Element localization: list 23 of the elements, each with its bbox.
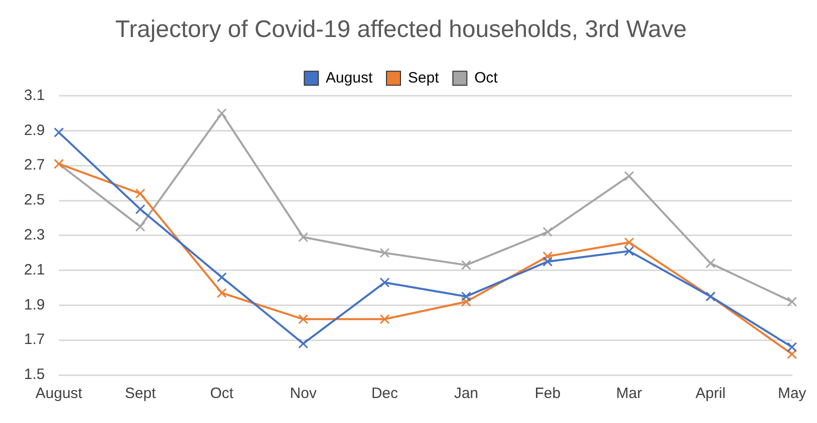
y-tick-label: 1.9: [24, 296, 45, 314]
x-tick-label: Jan: [454, 385, 478, 402]
y-tick-label: 1.7: [24, 331, 45, 348]
y-tick-label: 2.5: [24, 192, 45, 209]
x-tick-label: Nov: [290, 385, 318, 402]
chart-title: Trajectory of Covid-19 affected households, 3rd Wave: [115, 16, 687, 44]
y-tick-label: 2.7: [24, 156, 45, 174]
legend-label: Sept: [408, 69, 440, 86]
y-tick-label: 2.1: [24, 261, 45, 278]
y-tick-label: 3.1: [24, 86, 45, 104]
y-tick-label: 2.9: [24, 122, 45, 139]
x-tick-label: April: [696, 385, 726, 402]
x-tick-label: May: [778, 385, 807, 402]
x-tick-label: August: [36, 385, 84, 402]
y-tick-label: 1.5: [24, 366, 45, 384]
x-tick-label: Feb: [534, 385, 561, 402]
legend-label: Oct: [474, 69, 499, 86]
x-tick-label: Mar: [616, 385, 642, 402]
x-tick-label: Sept: [124, 385, 157, 402]
x-tick-label: Dec: [371, 385, 399, 402]
x-tick-label: Oct: [210, 385, 234, 402]
legend-label: August: [326, 69, 374, 86]
y-tick-label: 2.3: [24, 226, 45, 244]
